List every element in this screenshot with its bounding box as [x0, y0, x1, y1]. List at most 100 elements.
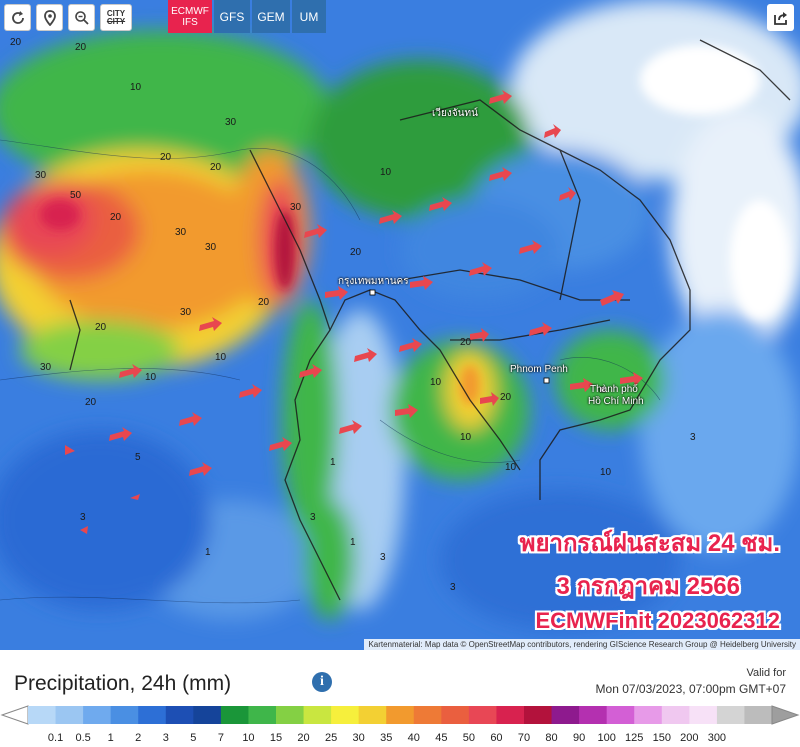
share-button[interactable]: [767, 4, 794, 31]
color-scale-tick-label: 0.5: [75, 732, 91, 744]
svg-text:30: 30: [40, 362, 52, 373]
svg-text:30: 30: [35, 170, 47, 181]
color-bar-swatch: [303, 706, 332, 724]
svg-text:10: 10: [460, 432, 472, 443]
map-canvas: 20 20 10 20 20 30 30 50 20 30 30 30 20 30 20 10 10 2…: [0, 0, 800, 650]
color-bar-swatch: [441, 706, 470, 724]
svg-text:20: 20: [460, 337, 472, 348]
color-bar-min-arrow: [0, 705, 29, 725]
color-scale-tick-label: 45: [435, 732, 448, 744]
color-bar-swatch: [386, 706, 415, 724]
color-bar-swatch: [220, 706, 249, 724]
refresh-icon: [11, 10, 24, 24]
svg-text:10: 10: [215, 352, 227, 363]
color-scale-tick-label: 125: [625, 732, 644, 744]
svg-text:20: 20: [10, 37, 22, 48]
svg-text:10: 10: [145, 372, 157, 383]
svg-text:1: 1: [350, 537, 356, 548]
legend-panel: Precipitation, 24h (mm) i Valid for Mon …: [0, 650, 800, 747]
svg-text:1: 1: [205, 547, 211, 558]
color-bar-swatch: [358, 706, 387, 724]
color-scale-bar: [0, 705, 800, 725]
color-bar-swatch: [165, 706, 194, 724]
color-bar-swatch: [138, 706, 167, 724]
tab-um-label: UM: [299, 9, 319, 24]
svg-text:3: 3: [690, 432, 696, 443]
svg-text:10: 10: [130, 82, 142, 93]
svg-text:30: 30: [290, 202, 302, 213]
city-label-top: CITY: [106, 8, 126, 18]
svg-text:30: 30: [205, 242, 217, 253]
map-attribution: Kartenmaterial: Map data © OpenStreetMap…: [364, 639, 800, 650]
color-scale-tick-label: 200: [680, 732, 699, 744]
svg-text:20: 20: [500, 392, 512, 403]
svg-text:30: 30: [180, 307, 192, 318]
tab-gem[interactable]: GEM: [252, 0, 290, 33]
refresh-button[interactable]: [4, 4, 31, 31]
info-icon[interactable]: i: [312, 672, 332, 692]
color-bar-swatch: [551, 706, 580, 724]
location-pin-icon: [43, 9, 56, 26]
color-scale-tick-label: 5: [190, 732, 197, 744]
svg-text:20: 20: [110, 212, 122, 223]
city-label-bangkok: กรุงเทพมหานคร: [338, 276, 409, 287]
overlay-forecast-date: 3 กรกฎาคม 2566: [556, 573, 741, 600]
color-scale-tick-label: 25: [324, 732, 338, 744]
color-bar-swatch: [276, 706, 305, 724]
color-bar-swatch: [634, 706, 663, 724]
color-scale-tick-label: 90: [572, 732, 586, 744]
color-scale-tick-label: 100: [597, 732, 616, 744]
city-toggle-button[interactable]: CITY CITY: [100, 4, 132, 31]
svg-text:3: 3: [380, 552, 386, 563]
tab-ecmwf-label: ECMWF: [171, 5, 209, 17]
precipitation-map[interactable]: 20 20 10 20 20 30 30 50 20 30 30 30 20 30 20 10 10 2…: [0, 0, 800, 650]
color-bar-swatch: [744, 706, 773, 724]
svg-text:30: 30: [175, 227, 187, 238]
city-label-bottom: CITY: [106, 16, 126, 26]
color-bar-swatch: [496, 706, 525, 724]
color-scale-tick-label: 15: [269, 732, 283, 744]
color-bar-swatch: [55, 706, 84, 724]
svg-text:10: 10: [380, 167, 392, 178]
color-scale-tick-label: 50: [462, 732, 475, 744]
city-label-hcm-line2: Hồ Chí Minh: [588, 396, 644, 407]
color-scale-tick-label: 300: [707, 732, 727, 744]
location-button[interactable]: [36, 4, 63, 31]
tab-gfs[interactable]: GFS: [214, 0, 250, 33]
svg-text:30: 30: [225, 117, 237, 128]
color-scale-tick-label: 70: [517, 732, 531, 744]
zoom-out-button[interactable]: [68, 4, 95, 31]
color-scale-tick-label: 3: [162, 732, 169, 744]
color-scale-tick-label: 20: [297, 732, 310, 744]
city-label-phnom-penh: Phnom Penh: [510, 364, 568, 375]
svg-text:10: 10: [600, 467, 612, 478]
legend-title: Precipitation, 24h (mm): [14, 672, 232, 695]
svg-text:50: 50: [70, 190, 82, 201]
city-label-hcm-line1: Thành phố: [590, 384, 638, 395]
tab-ecmwf[interactable]: ECMWF IFS: [168, 0, 212, 33]
tab-um[interactable]: UM: [292, 0, 326, 33]
color-bar-swatch: [193, 706, 222, 724]
color-scale-tick-label: 150: [652, 732, 671, 744]
color-scale-tick-label: 1: [107, 732, 114, 744]
svg-text:10: 10: [430, 377, 442, 388]
svg-text:10: 10: [505, 462, 517, 473]
svg-text:20: 20: [258, 297, 270, 308]
svg-text:20: 20: [160, 152, 172, 163]
valid-for-label: Valid for: [746, 667, 786, 679]
color-scale-tick-label: 40: [407, 732, 420, 744]
color-bar-swatch: [28, 706, 57, 724]
color-bar-swatch: [248, 706, 277, 724]
color-bar-swatch: [716, 706, 745, 724]
color-bar-swatch: [579, 706, 608, 724]
svg-text:1: 1: [330, 457, 336, 468]
svg-text:20: 20: [75, 42, 87, 53]
tab-gem-label: GEM: [257, 9, 285, 24]
color-scale-tick-label: 2: [135, 732, 142, 744]
svg-text:3: 3: [80, 512, 86, 523]
overlay-forecast-title: พยากรณ์ฝนสะสม 24 ชม.: [519, 530, 780, 557]
color-bar-swatch: [689, 706, 718, 724]
svg-text:20: 20: [95, 322, 107, 333]
color-bar-swatch: [83, 706, 112, 724]
color-bar-swatch: [468, 706, 497, 724]
